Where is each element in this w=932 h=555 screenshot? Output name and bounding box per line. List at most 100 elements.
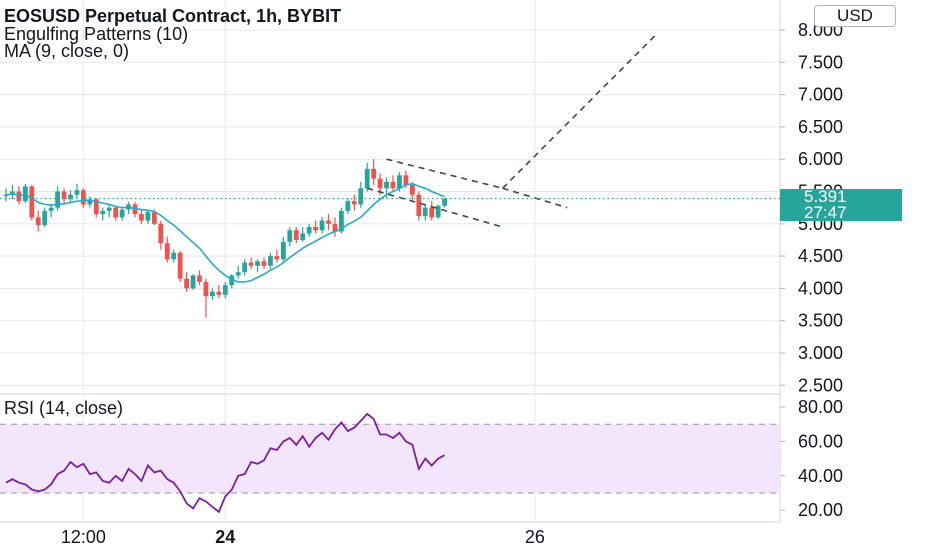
candle-body [242,262,248,273]
candle [164,236,170,263]
ma-line [5,182,445,283]
candle-body [268,256,273,266]
candle [255,259,260,273]
ma-indicator-label[interactable]: MA (9, close, 0) [4,41,130,61]
candle [364,162,370,192]
candle [300,227,306,242]
candle [248,257,254,270]
candle-body [384,181,389,189]
candle [358,181,364,208]
candle-body [255,261,260,266]
candle-body [3,194,9,196]
candle [390,175,396,192]
candle-body [326,220,331,224]
candle-body [42,210,48,226]
currency-button[interactable]: USD [814,5,896,27]
candle [351,194,357,211]
rsi-indicator-label[interactable]: RSI (14, close) [4,398,124,418]
candle-body [364,168,370,189]
candle [326,214,331,231]
candle [274,249,280,263]
candle-body [345,201,351,211]
trendline[interactable] [502,32,659,189]
price-tick-label: 3.000 [798,343,843,363]
candle [42,207,48,228]
candle [81,188,86,208]
candle [203,278,209,318]
rsi-tick-label: 60.00 [798,431,843,451]
rsi-tick-label: 40.00 [798,466,843,486]
trendline[interactable] [386,158,503,190]
candle-body [274,256,280,260]
candle-body [397,175,402,189]
candle [48,204,54,218]
candle [306,223,312,237]
candle-body [184,278,189,289]
price-tick-label: 2.500 [798,375,843,395]
candle [177,250,183,282]
candle [87,196,93,208]
candle [190,274,196,290]
candle-body [61,191,67,200]
candle-body [235,272,241,276]
candle-body [119,209,125,218]
candle [287,227,293,247]
candle-body [87,199,93,205]
candle [61,188,67,205]
candle [22,183,28,204]
candle-body [190,275,196,289]
candle [119,207,125,221]
rsi-tick-label: 20.00 [798,500,843,520]
rsi-tick-label: 80.00 [798,397,843,417]
candle [261,257,267,270]
candle [280,236,286,262]
current-price-value: 5.391 [804,187,847,206]
trendline[interactable] [366,187,503,228]
ma-layer [5,182,445,283]
candle-body [139,214,144,221]
candle-body [151,212,157,224]
candle-body [390,181,396,189]
candle [158,220,164,250]
candle-body [10,191,15,195]
candle-body [332,223,338,232]
candle [371,159,377,186]
candle [29,185,35,221]
candle-body [35,217,41,226]
candle-body [319,220,325,231]
candle-body [287,230,293,242]
candle [268,252,273,270]
engulfing-indicator-label[interactable]: Engulfing Patterns (10) [4,24,189,44]
candle-body [358,188,364,205]
candle-body [351,201,357,205]
candle-body [293,230,299,240]
candle [171,249,177,263]
candle [416,191,422,221]
candle [216,285,222,299]
candle [68,190,73,202]
chart-title: EOSUSD Perpetual Contract, 1h, BYBIT [4,6,342,26]
candle [319,217,325,234]
candle [435,204,441,219]
time-tick-label: 26 [525,527,545,547]
candle-body [145,212,151,221]
candle-body [229,275,235,286]
candle-body [222,285,228,295]
candle-body [435,205,441,218]
trendline[interactable] [502,187,568,209]
candle [10,185,15,200]
candle-body [416,194,422,217]
price-tick-label: 6.500 [798,117,843,137]
candle [313,220,318,234]
candle-body [409,185,415,195]
candle-body [158,223,164,244]
candle-body [210,291,215,297]
candle [106,204,112,218]
candle [345,197,351,215]
candle-body [300,233,306,240]
candle [442,197,447,208]
candle-layer [3,159,447,318]
candle [242,259,248,276]
